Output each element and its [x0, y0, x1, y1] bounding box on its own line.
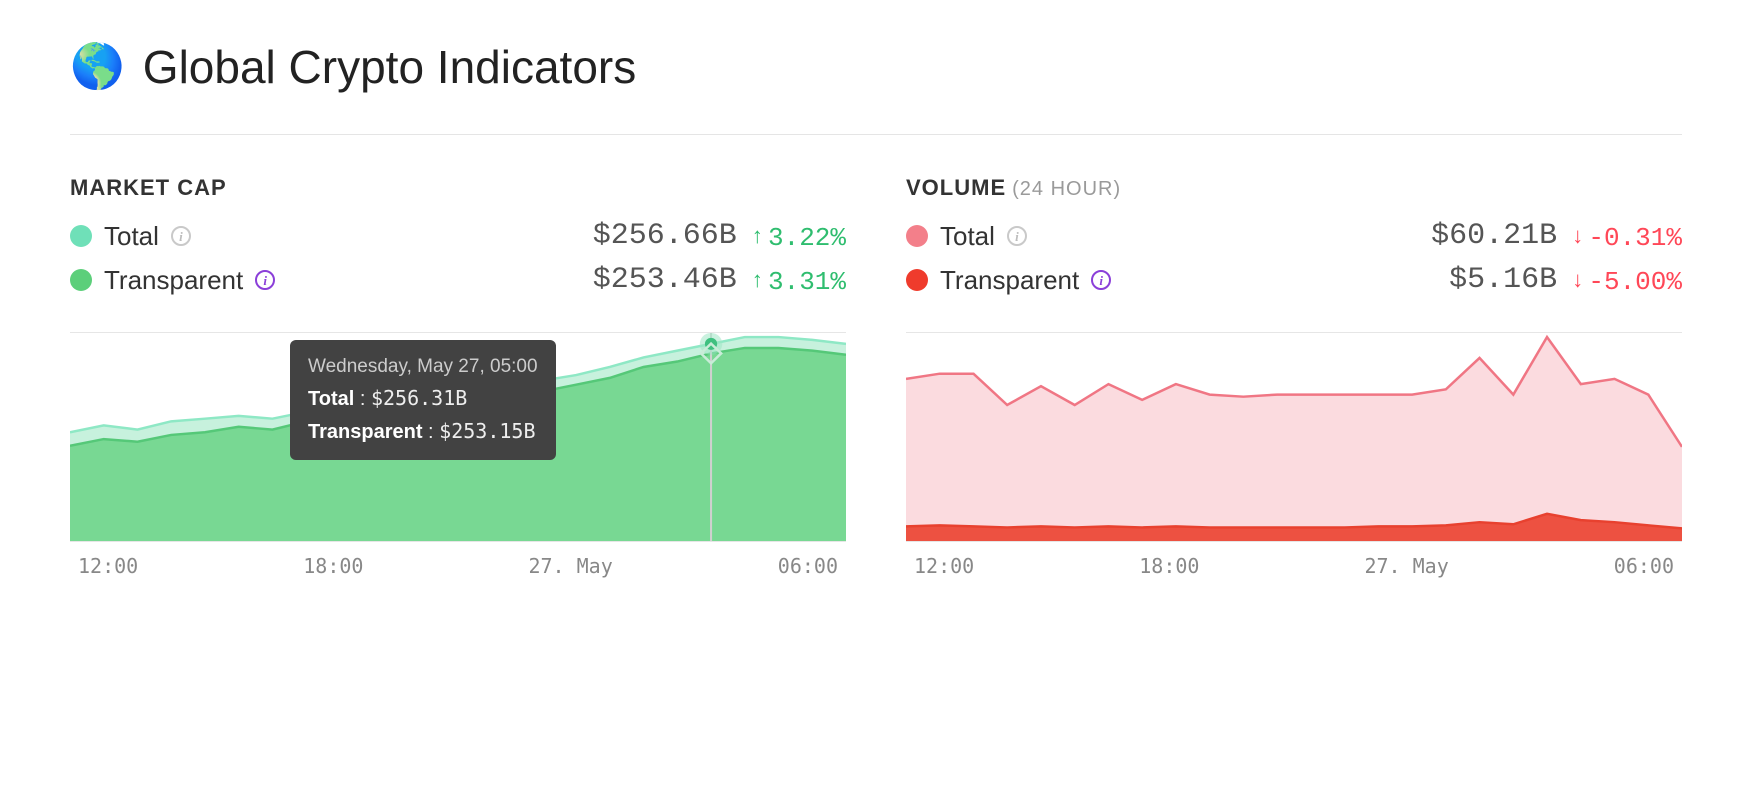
- metric-row-total: Totali $256.66B ↑3.22%: [70, 219, 846, 253]
- chart-area: [70, 348, 846, 541]
- metric-change-text: 3.22%: [768, 223, 846, 253]
- metric-label-group: Transparent i: [70, 265, 275, 296]
- legend-dot-icon: [906, 269, 928, 291]
- x-tick-label: 18:00: [1139, 554, 1199, 578]
- metric-change-text: -5.00%: [1588, 267, 1682, 297]
- panel-title: VOLUME (24 HOUR): [906, 175, 1682, 201]
- chart-x-ticks: 12:00 18:00 27. May 06:00: [70, 542, 846, 578]
- metric-value-group: $253.46B ↑3.31%: [593, 263, 846, 297]
- panel-title-text: MARKET CAP: [70, 175, 227, 200]
- arrow-down-icon: ↓: [1571, 269, 1584, 294]
- metric-value: $60.21B: [1431, 219, 1557, 253]
- x-tick-label: 12:00: [914, 554, 974, 578]
- panels-container: MARKET CAPTotali$256.66B↑3.22%Transparen…: [70, 175, 1682, 578]
- info-icon[interactable]: i: [255, 270, 275, 290]
- metric-label: Total: [940, 221, 995, 252]
- chart-svg[interactable]: [906, 332, 1682, 542]
- chart-area: [906, 337, 1682, 541]
- metric-label-group: Totali: [70, 221, 191, 252]
- metric-label: Transparent: [940, 265, 1079, 296]
- metric-change-text: -0.31%: [1588, 223, 1682, 253]
- metric-change: ↑3.22%: [751, 223, 846, 253]
- globe-icon: 🌎: [70, 45, 125, 89]
- x-tick-label: 12:00: [78, 554, 138, 578]
- metric-value-group: $60.21B ↓-0.31%: [1431, 219, 1682, 253]
- x-tick-label: 06:00: [778, 554, 838, 578]
- arrow-down-icon: ↓: [1571, 225, 1584, 250]
- panel-subtitle: (24 HOUR): [1012, 178, 1121, 200]
- metric-label: Total: [104, 221, 159, 252]
- metric-change: ↑3.31%: [751, 267, 846, 297]
- x-tick-label: 27. May: [528, 554, 612, 578]
- metric-value-group: $256.66B ↑3.22%: [593, 219, 846, 253]
- page-header: 🌎 Global Crypto Indicators: [70, 40, 1682, 94]
- metric-label-group: Transparent i: [906, 265, 1111, 296]
- metric-row-total: Totali $60.21B ↓-0.31%: [906, 219, 1682, 253]
- info-icon[interactable]: i: [1091, 270, 1111, 290]
- x-tick-label: 18:00: [303, 554, 363, 578]
- legend-dot-icon: [906, 225, 928, 247]
- metric-value: $5.16B: [1449, 263, 1557, 297]
- chart-volume[interactable]: [906, 332, 1682, 542]
- info-icon[interactable]: i: [171, 226, 191, 246]
- chart-market-cap[interactable]: Wednesday, May 27, 05:00Total : $256.31B…: [70, 332, 846, 542]
- metric-change: ↓-0.31%: [1571, 223, 1682, 253]
- panel-title: MARKET CAP: [70, 175, 846, 201]
- x-tick-label: 06:00: [1614, 554, 1674, 578]
- metric-value: $253.46B: [593, 263, 737, 297]
- metric-row-transparent: Transparent i $5.16B ↓-5.00%: [906, 263, 1682, 297]
- metric-value: $256.66B: [593, 219, 737, 253]
- metric-change: ↓-5.00%: [1571, 267, 1682, 297]
- panel-market-cap: MARKET CAPTotali$256.66B↑3.22%Transparen…: [70, 175, 846, 578]
- arrow-up-icon: ↑: [751, 225, 764, 250]
- legend-dot-icon: [70, 225, 92, 247]
- panel-volume: VOLUME(24 HOUR)Totali$60.21B↓-0.31%Trans…: [906, 175, 1682, 578]
- metric-value-group: $5.16B ↓-5.00%: [1449, 263, 1682, 297]
- info-icon[interactable]: i: [1007, 226, 1027, 246]
- metric-label: Transparent: [104, 265, 243, 296]
- chart-svg[interactable]: [70, 332, 846, 542]
- page-title: Global Crypto Indicators: [143, 40, 636, 94]
- metric-label-group: Totali: [906, 221, 1027, 252]
- metric-change-text: 3.31%: [768, 267, 846, 297]
- panel-title-text: VOLUME: [906, 175, 1006, 200]
- x-tick-label: 27. May: [1364, 554, 1448, 578]
- legend-dot-icon: [70, 269, 92, 291]
- header-divider: [70, 134, 1682, 135]
- arrow-up-icon: ↑: [751, 269, 764, 294]
- metric-row-transparent: Transparent i $253.46B ↑3.31%: [70, 263, 846, 297]
- chart-x-ticks: 12:00 18:00 27. May 06:00: [906, 542, 1682, 578]
